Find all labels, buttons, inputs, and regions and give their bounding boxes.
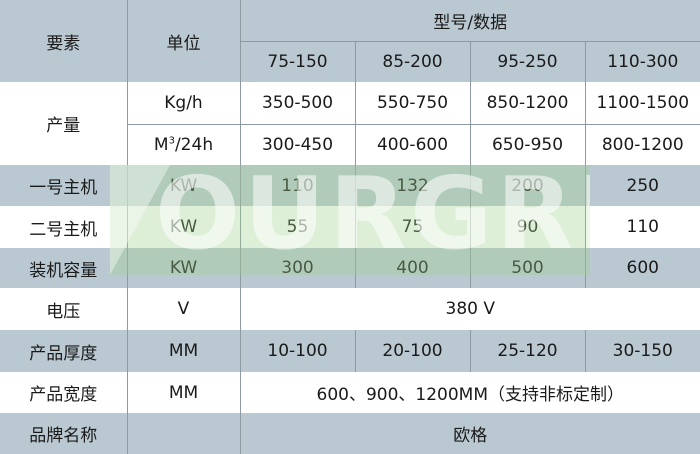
unit-sup: 3 xyxy=(168,135,175,147)
output-m3-4: 800-1200 xyxy=(584,124,700,165)
output-kgh-1: 350-500 xyxy=(239,82,356,125)
thickness-2: 20-100 xyxy=(354,330,471,372)
main1-label: 一号主机 xyxy=(0,165,128,206)
voltage-label: 电压 xyxy=(0,288,128,330)
capacity-1: 300 xyxy=(239,248,356,288)
output-m3-1: 300-450 xyxy=(239,124,356,165)
capacity-2: 400 xyxy=(354,248,471,288)
main1-3: 200 xyxy=(469,165,586,206)
main2-unit: KW xyxy=(126,206,241,248)
thickness-label: 产品厚度 xyxy=(0,330,128,372)
main2-label: 二号主机 xyxy=(0,206,128,248)
width-unit: MM xyxy=(126,372,241,413)
brand-value: 欧格 xyxy=(239,413,700,454)
capacity-label: 装机容量 xyxy=(0,248,128,288)
width-value: 600、900、1200MM（支持非标定制） xyxy=(239,372,700,413)
output-label: 产量 xyxy=(0,82,128,165)
main1-1: 110 xyxy=(239,165,356,206)
main2-1: 55 xyxy=(239,206,356,248)
model-4: 110-300 xyxy=(584,41,700,82)
brand-unit xyxy=(126,413,241,454)
main2-3: 90 xyxy=(469,206,586,248)
output-m3-unit: M3/24h xyxy=(127,124,241,165)
thickness-4: 30-150 xyxy=(584,330,700,372)
main2-4: 110 xyxy=(584,206,700,248)
output-kgh-2: 550-750 xyxy=(354,82,471,125)
main1-4: 250 xyxy=(584,165,700,206)
output-m3-3: 650-950 xyxy=(469,124,586,165)
brand-label: 品牌名称 xyxy=(0,413,128,454)
output-kgh-3: 850-1200 xyxy=(469,82,586,125)
capacity-unit: KW xyxy=(126,248,241,288)
unit-rest: /24h xyxy=(174,134,214,155)
main1-2: 132 xyxy=(354,165,471,206)
voltage-value: 380 V xyxy=(239,288,700,330)
voltage-unit: V xyxy=(126,288,241,330)
width-label: 产品宽度 xyxy=(0,372,128,413)
main1-unit: KW xyxy=(126,165,241,206)
thickness-3: 25-120 xyxy=(469,330,586,372)
main2-2: 75 xyxy=(354,206,471,248)
capacity-4: 600 xyxy=(584,248,700,288)
model-1: 75-150 xyxy=(240,41,356,82)
unit-base: M xyxy=(153,134,169,155)
output-kgh-unit: Kg/h xyxy=(126,82,241,125)
model-3: 95-250 xyxy=(469,41,586,82)
thickness-1: 10-100 xyxy=(239,330,356,372)
output-kgh-4: 1100-1500 xyxy=(584,82,700,125)
capacity-3: 500 xyxy=(469,248,586,288)
header-unit: 单位 xyxy=(126,0,241,82)
header-model: 型号/数据 xyxy=(239,0,700,42)
header-element: 要素 xyxy=(0,0,128,82)
model-2: 85-200 xyxy=(354,41,471,82)
output-m3-2: 400-600 xyxy=(354,124,471,165)
thickness-unit: MM xyxy=(126,330,241,372)
